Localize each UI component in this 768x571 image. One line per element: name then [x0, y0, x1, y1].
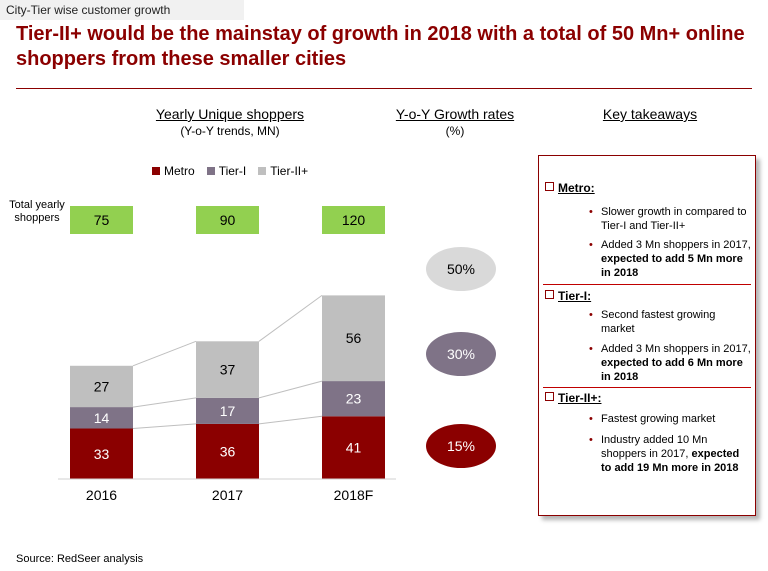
legend-label-tier1: Tier-I [218, 164, 247, 178]
takeaway-bullet: Fastest growing market [589, 412, 751, 426]
bar-metro-2017 [196, 423, 259, 479]
bar-tier-ii--2016 [70, 365, 133, 408]
bar-tier-ii--2017 [196, 341, 259, 398]
bar-tier-ii--2018f [322, 295, 385, 382]
growth-subtitle: (%) [445, 124, 465, 138]
growth-bubble-metro [426, 424, 496, 468]
source-note: Source: RedSeer analysis [16, 553, 144, 565]
connector-line [258, 294, 323, 342]
bar-metro-2016 [70, 428, 133, 479]
legend-swatch-metro [152, 167, 160, 175]
legend-item-tier2: Tier-II+ [258, 164, 308, 178]
section-tag: City-Tier wise customer growth [0, 0, 244, 20]
section-divider [543, 284, 751, 285]
data-label-tier-ii--2017: 37 [220, 362, 236, 378]
section-divider [543, 387, 751, 388]
growth-bubble-tier-ii- [426, 247, 496, 291]
takeaway-title-metro: Metro: [545, 181, 595, 195]
takeaway-bullet: Added 3 Mn shoppers in 2017, expected to… [589, 238, 751, 280]
bar-tier-i-2016 [70, 407, 133, 429]
legend-item-metro: Metro [152, 164, 195, 178]
connector-line [132, 340, 197, 367]
title-divider [16, 88, 752, 89]
data-label-tier-ii--2018f: 56 [346, 330, 362, 346]
takeaway-bullet: Slower growth in compared to Tier-I and … [589, 205, 751, 233]
data-label-tier-i-2018f: 23 [346, 391, 362, 407]
x-tick-label: 2018F [334, 487, 374, 503]
growth-rate-label: 15% [447, 438, 475, 454]
key-takeaways-panel: Metro: Slower growth in compared to Tier… [538, 155, 756, 516]
takeaways-column-header: Key takeaways [570, 106, 730, 122]
takeaways-title: Key takeaways [602, 106, 698, 122]
total-shoppers-label: Total yearly shoppers [9, 199, 65, 224]
data-label-tier-i-2017: 17 [220, 403, 236, 419]
takeaway-title-tier1: Tier-I: [545, 289, 591, 303]
data-label-metro-2018f: 41 [346, 440, 362, 456]
growth-column-header: Y-o-Y Growth rates (%) [370, 106, 540, 138]
data-label-metro-2016: 33 [94, 446, 110, 462]
legend-label-tier2: Tier-II+ [270, 164, 309, 178]
connector-line [258, 380, 323, 399]
growth-rate-label: 50% [447, 261, 475, 277]
takeaway-bullet: Industry added 10 Mn shoppers in 2017, e… [589, 433, 751, 475]
takeaway-bullet: Added 3 Mn shoppers in 2017, expected to… [589, 342, 751, 384]
total-box-2017: 90 [196, 206, 259, 234]
growth-rate-label: 30% [447, 346, 475, 362]
bar-metro-2018f [322, 416, 385, 479]
connector-line [132, 397, 197, 408]
x-tick-label: 2017 [212, 487, 243, 503]
takeaway-title-tier2: Tier-II+: [545, 391, 601, 405]
page-title: Tier-II+ would be the mainstay of growth… [16, 23, 745, 70]
growth-title: Y-o-Y Growth rates [395, 106, 515, 122]
x-tick-label: 2016 [86, 487, 117, 503]
chart-subtitle: (Y-o-Y trends, MN) [180, 124, 280, 138]
chart-legend: Metro Tier-I Tier-II+ [152, 164, 308, 178]
growth-bubble-tier-i [426, 332, 496, 376]
total-box-2018: 120 [322, 206, 385, 234]
connector-line [258, 415, 323, 425]
data-label-tier-i-2016: 14 [94, 410, 110, 426]
legend-item-tier1: Tier-I [206, 164, 247, 178]
data-label-metro-2017: 36 [220, 443, 236, 459]
data-label-tier-ii--2016: 27 [94, 378, 110, 394]
bar-tier-i-2017 [196, 397, 259, 424]
connector-line [132, 423, 197, 430]
legend-swatch-tier2 [258, 167, 267, 175]
total-box-2016: 75 [70, 206, 133, 234]
chart-title: Yearly Unique shoppers [155, 106, 305, 122]
bar-tier-i-2018f [322, 381, 385, 417]
legend-swatch-tier1 [206, 167, 215, 175]
takeaway-bullet: Second fastest growing market [589, 308, 751, 336]
chart-column-header: Yearly Unique shoppers (Y-o-Y trends, MN… [120, 106, 340, 138]
legend-label-metro: Metro [164, 164, 195, 178]
